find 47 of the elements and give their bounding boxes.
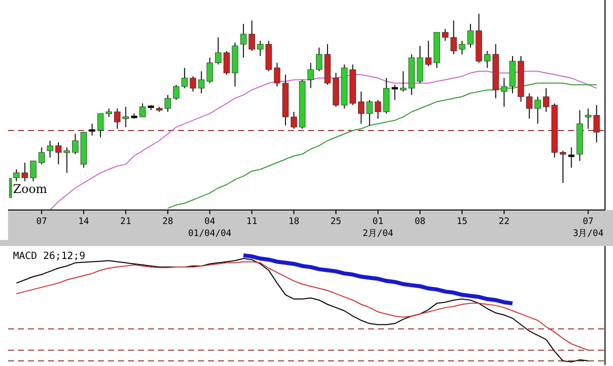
candlestick bbox=[484, 50, 490, 68]
candlestick bbox=[308, 62, 314, 89]
candlestick bbox=[122, 106, 129, 128]
candlestick bbox=[585, 108, 592, 130]
x-tick-label: 28 bbox=[162, 217, 174, 227]
candlestick bbox=[257, 40, 264, 57]
candlestick bbox=[215, 36, 222, 65]
candlestick bbox=[164, 94, 171, 112]
x-tick-label: 15 bbox=[456, 217, 468, 227]
candlestick bbox=[392, 84, 398, 101]
x-tick-label: 04 01/04/04 bbox=[188, 217, 232, 239]
candlestick bbox=[248, 20, 255, 52]
candlestick bbox=[593, 104, 600, 143]
candlestick bbox=[316, 47, 322, 72]
x-tick-label: 14 bbox=[78, 217, 90, 227]
x-tick-label: 07 3月/04 bbox=[572, 217, 604, 239]
candlestick bbox=[30, 160, 36, 182]
x-tick-label: 11 bbox=[246, 217, 258, 227]
candlestick bbox=[400, 70, 406, 92]
candlestick bbox=[543, 88, 550, 112]
candlestick bbox=[450, 20, 457, 55]
candlestick bbox=[64, 146, 70, 174]
candlestick bbox=[442, 28, 448, 42]
x-tick-label: 21 bbox=[120, 217, 132, 227]
x-tick-label: 18 bbox=[288, 217, 300, 227]
x-tick-label: 01 2月/04 bbox=[362, 217, 394, 239]
x-tick-label: 08 bbox=[414, 217, 426, 227]
candlestick bbox=[568, 146, 575, 168]
candlestick bbox=[358, 91, 364, 124]
chart-title: MACD 26;12;9 bbox=[13, 251, 86, 262]
x-tick-label: 22 bbox=[498, 217, 510, 227]
candlestick bbox=[72, 133, 78, 155]
candlestick bbox=[223, 50, 230, 76]
candlestick bbox=[22, 162, 28, 182]
x-tick-label: 25 bbox=[330, 217, 342, 227]
candlestick bbox=[534, 96, 541, 124]
candlestick bbox=[13, 168, 20, 182]
candlestick bbox=[526, 92, 532, 120]
annotation: Zoom bbox=[13, 182, 48, 196]
candlestick bbox=[114, 108, 120, 130]
candlestick bbox=[206, 57, 213, 84]
candlestick bbox=[383, 78, 390, 114]
candlestick bbox=[173, 84, 180, 101]
x-tick-label: 07 bbox=[36, 217, 48, 227]
candlestick bbox=[290, 111, 298, 130]
candlestick bbox=[38, 146, 45, 165]
candlestick bbox=[240, 23, 247, 58]
